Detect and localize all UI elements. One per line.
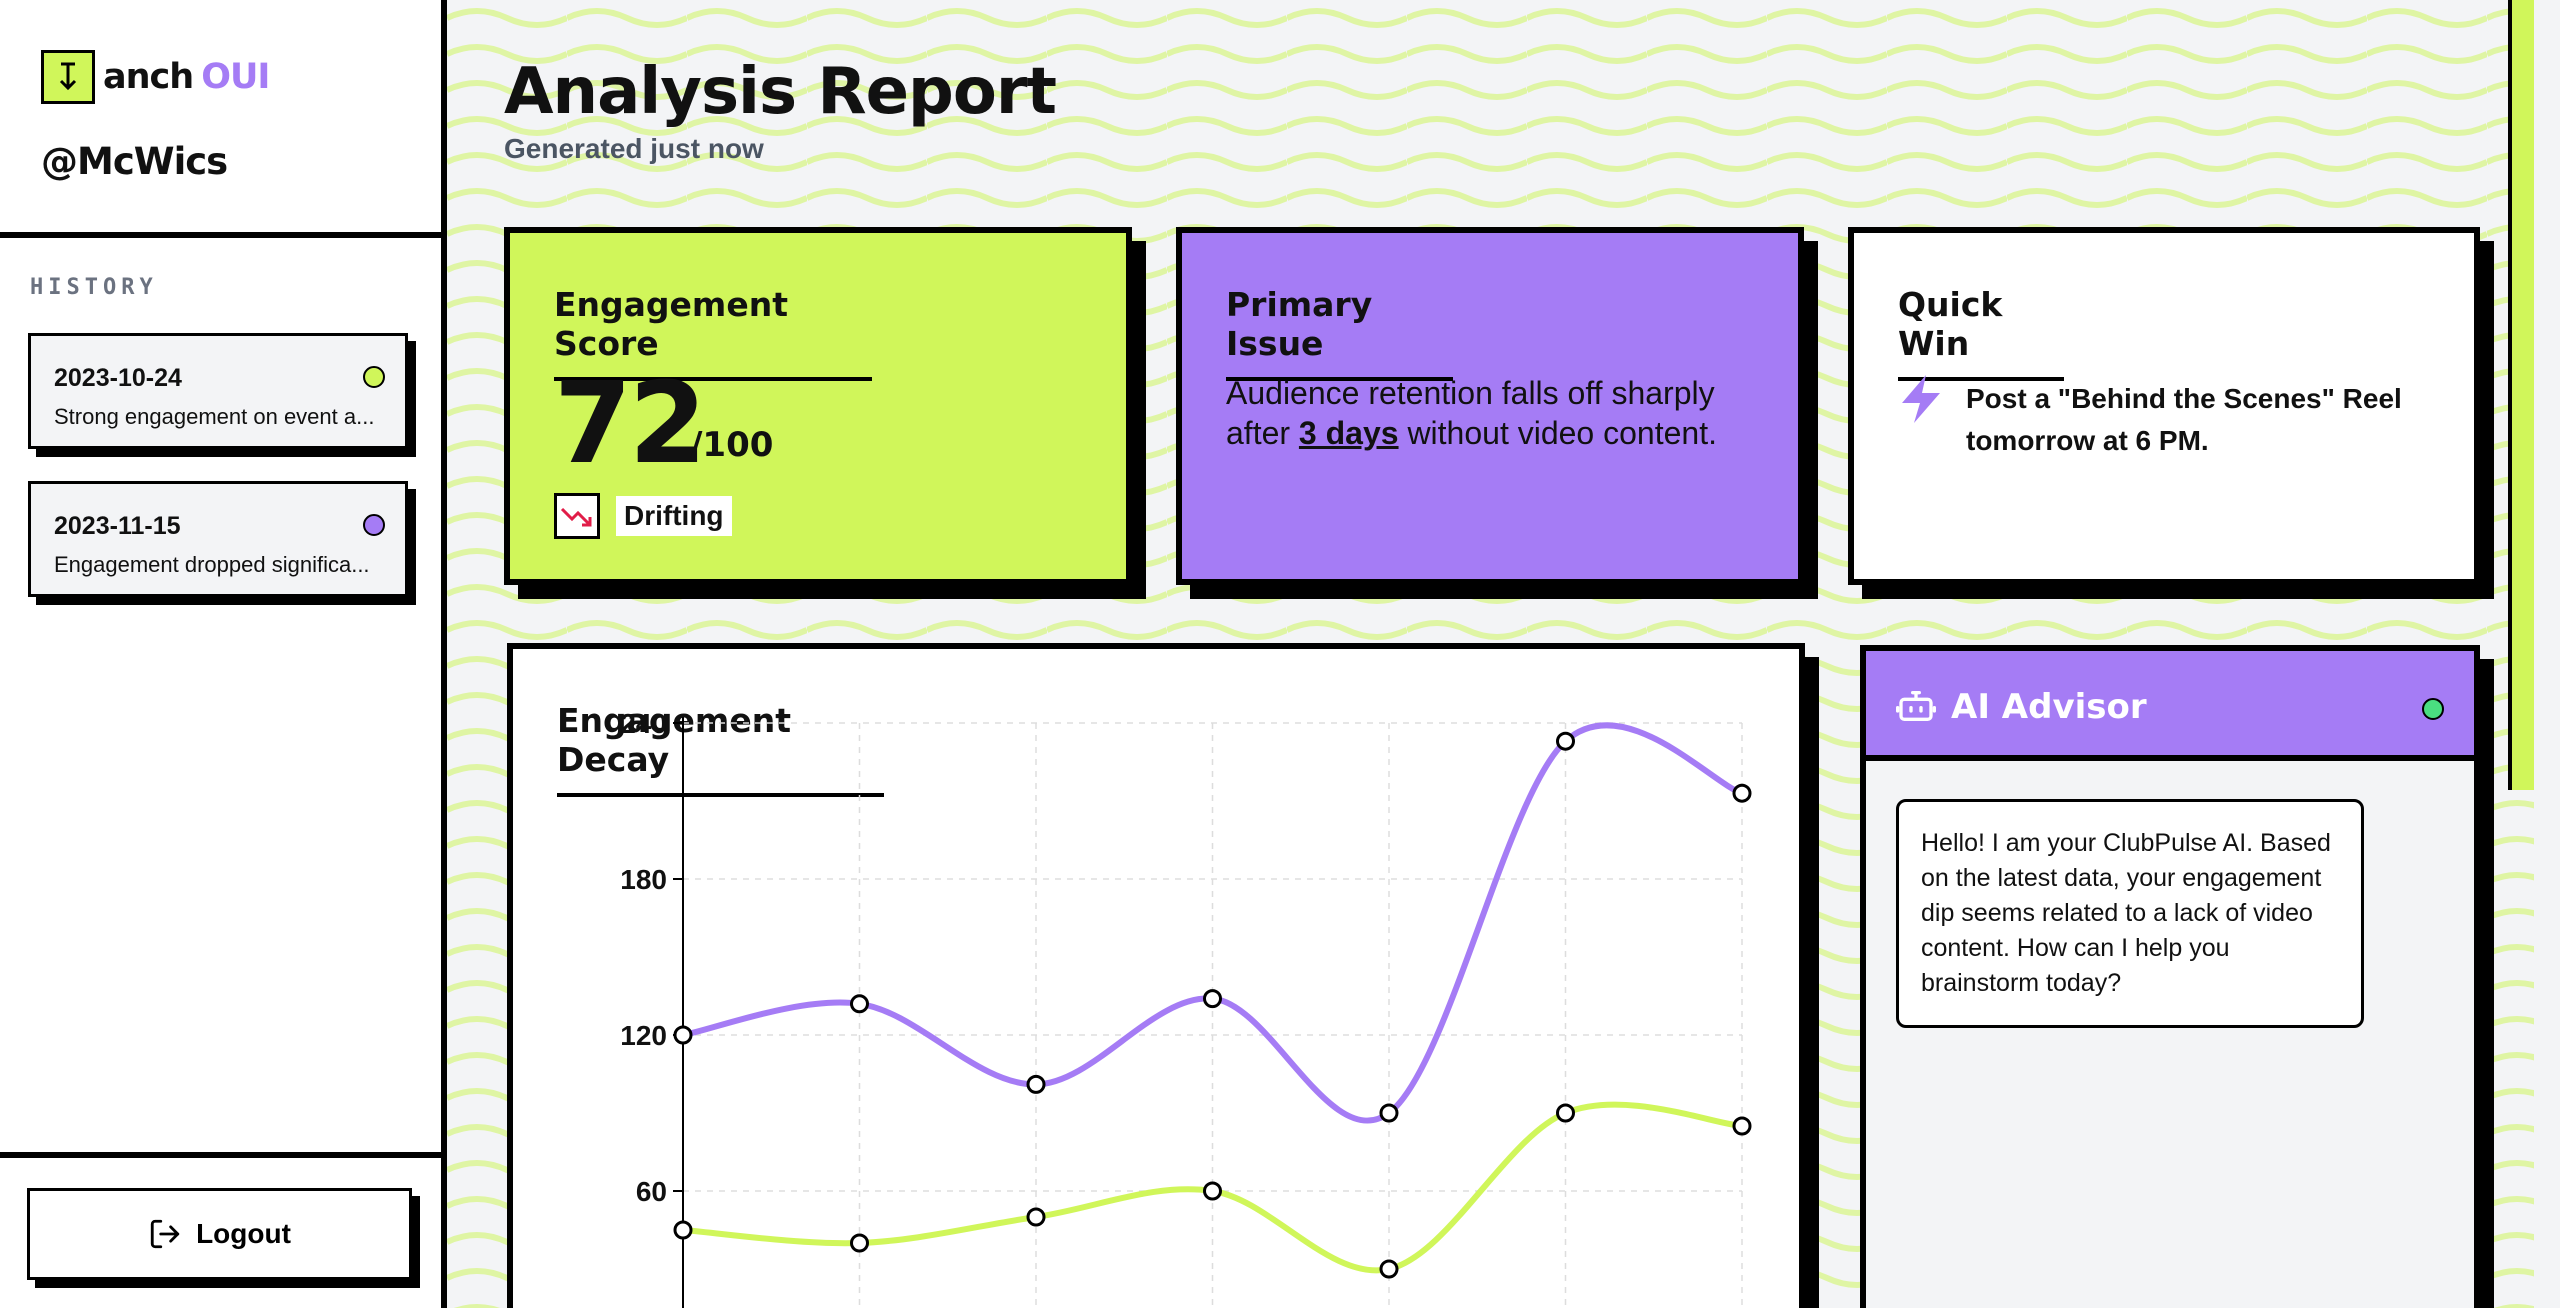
advisor-header: AI Advisor bbox=[1866, 651, 2474, 761]
robot-icon bbox=[1896, 686, 1936, 730]
data-point bbox=[1556, 731, 1575, 751]
data-point bbox=[850, 1233, 869, 1253]
history-label: HISTORY bbox=[30, 275, 158, 300]
advisor-message: Hello! I am your ClubPulse AI. Based on … bbox=[1896, 799, 2364, 1028]
history-date: 2023-10-24 bbox=[54, 364, 182, 392]
y-tick-label: 180 bbox=[620, 864, 667, 895]
sidebar-footer: Logout bbox=[0, 1152, 441, 1308]
brand-accent: OUI bbox=[201, 57, 270, 97]
engagement-score-card: Engagement Score 72 /100 Drifting bbox=[504, 227, 1132, 585]
page-title: Analysis Report bbox=[504, 55, 1057, 129]
history-item[interactable]: 2023-11-15 Engagement dropped significa.… bbox=[28, 481, 408, 597]
data-point bbox=[673, 1220, 693, 1240]
data-point bbox=[1732, 1116, 1752, 1136]
data-point bbox=[1026, 1074, 1046, 1094]
accent-scroll-bar[interactable] bbox=[2508, 0, 2534, 790]
lightning-icon bbox=[1898, 373, 1944, 429]
data-point bbox=[1203, 1181, 1222, 1201]
y-tick-label: 60 bbox=[636, 1176, 667, 1207]
logout-label: Logout bbox=[196, 1218, 291, 1249]
history-summary: Engagement dropped significa... bbox=[54, 552, 370, 577]
data-point bbox=[850, 994, 869, 1014]
chart-title: Engagement Decay bbox=[557, 701, 884, 797]
history-date: 2023-11-15 bbox=[54, 512, 181, 540]
data-point bbox=[673, 1025, 693, 1045]
data-point bbox=[1379, 1259, 1399, 1279]
brand-area: anch OUI @McWics bbox=[0, 0, 441, 238]
main-content: Analysis Report Generated just now Engag… bbox=[447, 0, 2534, 1308]
engagement-decay-chart: 60 120 180 240 bbox=[620, 708, 1752, 1308]
trending-down-icon bbox=[554, 493, 600, 539]
engagement-decay-card: Engagement Decay 60 120 180 240 bbox=[507, 643, 1805, 1308]
history-status-dot bbox=[363, 366, 385, 388]
username: @McWics bbox=[41, 140, 228, 183]
issue-highlight: 3 days bbox=[1298, 415, 1399, 451]
logout-button[interactable]: Logout bbox=[27, 1188, 412, 1280]
history-item[interactable]: 2023-10-24 Strong engagement on event a.… bbox=[28, 333, 408, 449]
quick-win-text: Post a "Behind the Scenes" Reel tomorrow… bbox=[1966, 383, 2402, 456]
history-summary: Strong engagement on event a... bbox=[54, 404, 375, 429]
history-status-dot bbox=[363, 514, 385, 536]
online-status-dot bbox=[2422, 698, 2444, 720]
logo[interactable]: anch OUI bbox=[41, 50, 270, 104]
issue-text-start: Audience retention falls off sharply aft… bbox=[1226, 375, 1715, 451]
quick-win-card: Quick Win Post a "Behind the Scenes" Ree… bbox=[1848, 227, 2480, 585]
issue-text-end: without video content. bbox=[1398, 415, 1717, 451]
advisor-title: AI Advisor bbox=[1951, 687, 2147, 727]
sidebar: anch OUI @McWics HISTORY 2023-10-24 Stro… bbox=[0, 0, 447, 1308]
data-point bbox=[1732, 783, 1752, 803]
data-point bbox=[1379, 1103, 1399, 1123]
card-title: Quick Win bbox=[1898, 285, 2064, 381]
issue-text: Audience retention falls off sharply aft… bbox=[1226, 373, 1758, 453]
data-point bbox=[1556, 1103, 1575, 1123]
card-title: Primary Issue bbox=[1226, 285, 1453, 381]
score-value: 72 bbox=[554, 359, 707, 489]
page-subtitle: Generated just now bbox=[504, 133, 764, 164]
ai-advisor-panel: AI Advisor Hello! I am your ClubPulse AI… bbox=[1860, 645, 2480, 1308]
data-point bbox=[1203, 989, 1222, 1009]
anchor-down-icon bbox=[41, 50, 95, 104]
card-title: Engagement Score bbox=[554, 285, 872, 381]
primary-issue-card: Primary Issue Audience retention falls o… bbox=[1176, 227, 1804, 585]
data-point bbox=[1026, 1207, 1046, 1227]
trend-label: Drifting bbox=[616, 496, 732, 536]
logout-icon bbox=[150, 1219, 180, 1249]
y-tick-label: 120 bbox=[620, 1020, 667, 1051]
brand-name: anch bbox=[103, 57, 194, 97]
y-tick-label: 240 bbox=[620, 708, 667, 739]
score-max: /100 bbox=[690, 425, 774, 465]
